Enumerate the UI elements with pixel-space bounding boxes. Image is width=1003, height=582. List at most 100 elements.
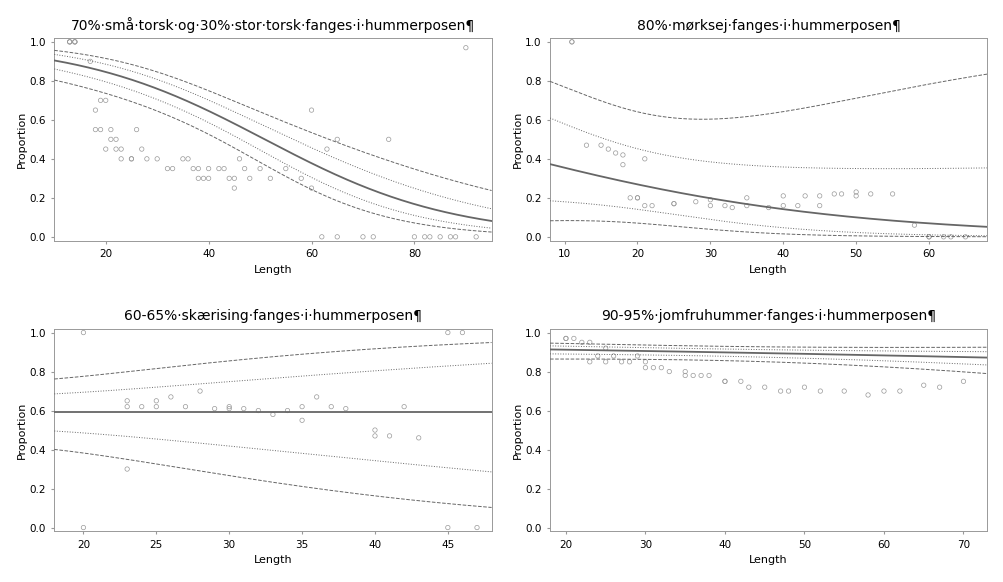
Point xyxy=(645,363,661,372)
Point xyxy=(581,338,597,347)
Point xyxy=(738,201,754,210)
Point xyxy=(97,95,113,105)
Point xyxy=(774,191,790,201)
Point xyxy=(196,173,212,183)
Point xyxy=(723,203,739,212)
Point xyxy=(75,523,91,532)
Point xyxy=(558,333,574,343)
Point xyxy=(636,201,652,210)
Point xyxy=(692,371,708,380)
Point xyxy=(113,144,129,154)
Point xyxy=(75,328,91,337)
Point xyxy=(621,357,637,367)
Point xyxy=(439,328,455,337)
Point xyxy=(860,391,876,400)
Point xyxy=(164,164,181,173)
Point xyxy=(192,386,208,396)
Point xyxy=(732,377,748,386)
Point xyxy=(622,193,638,203)
Point xyxy=(810,191,826,201)
Point xyxy=(637,357,653,367)
Point xyxy=(629,193,645,203)
Point xyxy=(303,183,319,193)
Point xyxy=(457,43,473,52)
Point xyxy=(323,402,339,411)
Point xyxy=(381,431,397,441)
Point xyxy=(774,201,790,210)
Point xyxy=(955,377,971,386)
Point xyxy=(848,191,864,201)
Point xyxy=(237,164,253,173)
Point xyxy=(607,148,623,158)
Point xyxy=(216,164,232,173)
Point xyxy=(232,154,248,164)
Point xyxy=(366,431,382,441)
Point xyxy=(87,125,103,134)
Point xyxy=(380,134,396,144)
Point xyxy=(355,232,371,242)
Point xyxy=(676,371,692,380)
Point xyxy=(613,357,629,367)
Point xyxy=(123,154,139,164)
Point xyxy=(915,381,931,390)
Point xyxy=(61,37,77,47)
Point xyxy=(303,105,319,115)
Point xyxy=(468,523,484,532)
Point xyxy=(175,154,191,164)
Point xyxy=(221,173,237,183)
Point xyxy=(293,173,309,183)
Point xyxy=(454,328,470,337)
Point xyxy=(597,357,613,367)
Point xyxy=(102,134,118,144)
Point xyxy=(113,154,129,164)
Point xyxy=(180,154,196,164)
Point xyxy=(935,232,951,242)
Point xyxy=(133,402,149,411)
Point xyxy=(665,199,681,208)
Point xyxy=(614,150,630,159)
Point xyxy=(702,195,718,204)
Point xyxy=(366,425,382,435)
Point xyxy=(848,187,864,197)
Point xyxy=(740,382,756,392)
Point xyxy=(891,386,907,396)
Point xyxy=(207,404,223,413)
Point xyxy=(185,164,201,173)
Point xyxy=(564,37,580,47)
Point xyxy=(687,197,703,207)
Point xyxy=(279,406,295,415)
Y-axis label: Proportion: Proportion xyxy=(17,111,27,168)
Point xyxy=(133,144,149,154)
Point xyxy=(61,37,77,47)
Point xyxy=(593,140,609,150)
Point xyxy=(128,125,144,134)
Point xyxy=(789,201,805,210)
Point xyxy=(191,164,207,173)
Point xyxy=(159,164,176,173)
Point xyxy=(875,386,891,396)
Point xyxy=(108,134,124,144)
Point xyxy=(796,191,812,201)
Point xyxy=(119,396,135,406)
Point xyxy=(665,199,681,208)
Point xyxy=(67,37,83,47)
Point xyxy=(716,377,732,386)
Point xyxy=(702,201,718,210)
Title: 90-95%·jomfruhummer·fanges·i·hummerposen¶: 90-95%·jomfruhummer·fanges·i·hummerposen… xyxy=(601,310,936,324)
Point xyxy=(653,363,669,372)
Point xyxy=(614,160,630,169)
Point xyxy=(319,144,335,154)
Point xyxy=(329,134,345,144)
Point xyxy=(410,433,426,442)
Point xyxy=(564,37,580,47)
Point xyxy=(262,173,278,183)
Point xyxy=(605,352,621,361)
Point xyxy=(148,402,164,411)
Point xyxy=(920,232,936,242)
Point xyxy=(738,193,754,203)
X-axis label: Length: Length xyxy=(254,265,292,275)
Title: 70%·små·torsk·og·30%·stor·torsk·fanges·i·hummerposen¶: 70%·små·torsk·og·30%·stor·torsk·fanges·i… xyxy=(71,17,474,33)
Point xyxy=(771,386,787,396)
Point xyxy=(406,232,422,242)
Point xyxy=(396,402,412,411)
